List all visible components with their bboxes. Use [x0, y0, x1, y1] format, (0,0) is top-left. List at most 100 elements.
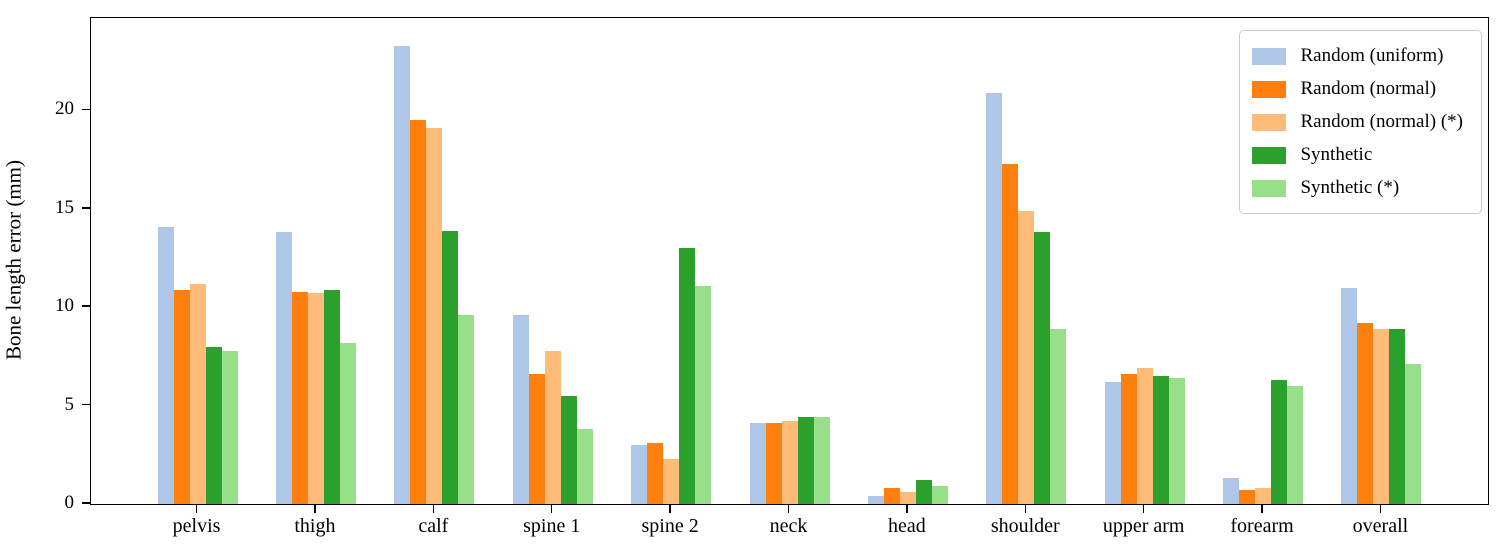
legend-swatch-icon: [1252, 80, 1287, 98]
bar: [1152, 376, 1169, 504]
bar: [528, 374, 545, 504]
x-tick-label: forearm: [1230, 515, 1294, 537]
bar: [915, 480, 932, 504]
x-tick-label: calf: [418, 515, 449, 537]
x-tick-mark: [1142, 504, 1145, 513]
bar: [426, 128, 443, 504]
bar: [781, 421, 798, 504]
bar: [560, 395, 577, 504]
x-tick-label: upper arm: [1102, 515, 1185, 537]
x-tick-mark: [314, 504, 316, 513]
legend-item: Synthetic (*): [1252, 175, 1463, 201]
bar: [339, 342, 356, 504]
legend-swatch-icon: [1252, 113, 1287, 131]
bar: [883, 488, 900, 504]
bar: [1034, 232, 1051, 504]
bar: [173, 289, 190, 504]
bar: [189, 283, 206, 504]
y-tick-label: 5: [64, 393, 75, 415]
x-tick-mark: [1261, 504, 1263, 513]
bar: [1287, 385, 1304, 504]
x-tick-label: shoulder: [990, 515, 1060, 537]
y-tick-mark: [82, 502, 90, 504]
x-tick-mark: [1024, 504, 1027, 513]
legend-swatch-icon: [1252, 179, 1287, 197]
bar: [394, 45, 411, 504]
y-axis-label: Bone length error (mm): [1, 159, 26, 361]
bar: [410, 120, 427, 504]
bar: [931, 486, 948, 504]
bar: [1341, 287, 1358, 504]
bar: [899, 492, 916, 504]
legend-item: Synthetic: [1252, 142, 1463, 168]
bar: [1104, 382, 1121, 504]
y-tick-label: 15: [55, 196, 74, 218]
x-tick-label: head: [887, 515, 926, 537]
bar: [1018, 210, 1035, 504]
x-tick-mark: [787, 504, 790, 513]
x-tick-label: overall: [1352, 515, 1409, 537]
bar: [576, 429, 593, 504]
bar: [749, 423, 766, 504]
bar: [1120, 374, 1137, 504]
legend-label: Random (uniform): [1300, 45, 1444, 66]
bar: [1168, 378, 1185, 504]
x-tick-mark: [1379, 504, 1382, 513]
bar: [157, 226, 174, 504]
x-tick-mark: [669, 504, 671, 513]
bar: [1389, 328, 1406, 504]
bar: [205, 346, 222, 504]
legend-item: Random (normal): [1252, 76, 1463, 102]
legend-label: Synthetic: [1300, 144, 1373, 165]
bar: [765, 423, 782, 504]
bar: [1002, 163, 1019, 504]
bar: [1373, 328, 1390, 504]
bar: [813, 417, 830, 504]
bar: [275, 232, 292, 504]
x-tick-label: spine 1: [523, 515, 581, 537]
plot-area: [90, 17, 1489, 505]
legend-label: Synthetic (*): [1300, 177, 1400, 198]
y-tick-label: 0: [64, 492, 75, 513]
bar: [797, 417, 814, 504]
x-tick-mark: [195, 504, 198, 513]
bar: [1239, 490, 1256, 504]
y-tick-mark: [82, 207, 90, 209]
legend: Random (uniform) Random (normal) Random (n…: [1239, 30, 1482, 214]
bar: [544, 350, 561, 504]
bar: [631, 444, 648, 504]
bar: [291, 291, 308, 504]
bar: [1136, 368, 1153, 504]
bar: [1050, 328, 1067, 504]
bar: [442, 230, 459, 504]
bar: [221, 350, 238, 504]
bar: [663, 458, 680, 504]
bar: [647, 443, 664, 504]
y-tick-label: 10: [55, 295, 74, 317]
y-tick-label: 20: [55, 98, 74, 120]
legend-item: Random (normal) (*): [1252, 109, 1463, 135]
bar: [1271, 380, 1288, 504]
legend-swatch-icon: [1252, 146, 1287, 164]
legend-label: Random (normal) (*): [1300, 111, 1463, 132]
bar: [695, 285, 712, 504]
x-tick-mark: [432, 504, 435, 513]
y-tick-mark: [82, 108, 90, 111]
x-tick-label: pelvis: [172, 515, 221, 537]
bar: [867, 496, 884, 504]
legend-item: Random (uniform): [1252, 43, 1463, 69]
bar: [1405, 364, 1422, 504]
bar: [986, 92, 1003, 504]
x-tick-label: neck: [769, 515, 808, 537]
bar: [458, 315, 475, 504]
y-tick-mark: [82, 403, 90, 406]
bar: [307, 293, 324, 504]
bar: [679, 248, 696, 504]
x-tick-mark: [550, 504, 553, 513]
y-tick-mark: [82, 305, 90, 307]
x-tick-mark: [906, 504, 908, 513]
bar: [1357, 322, 1374, 504]
legend-swatch-icon: [1252, 47, 1287, 65]
bar: [1255, 488, 1272, 504]
